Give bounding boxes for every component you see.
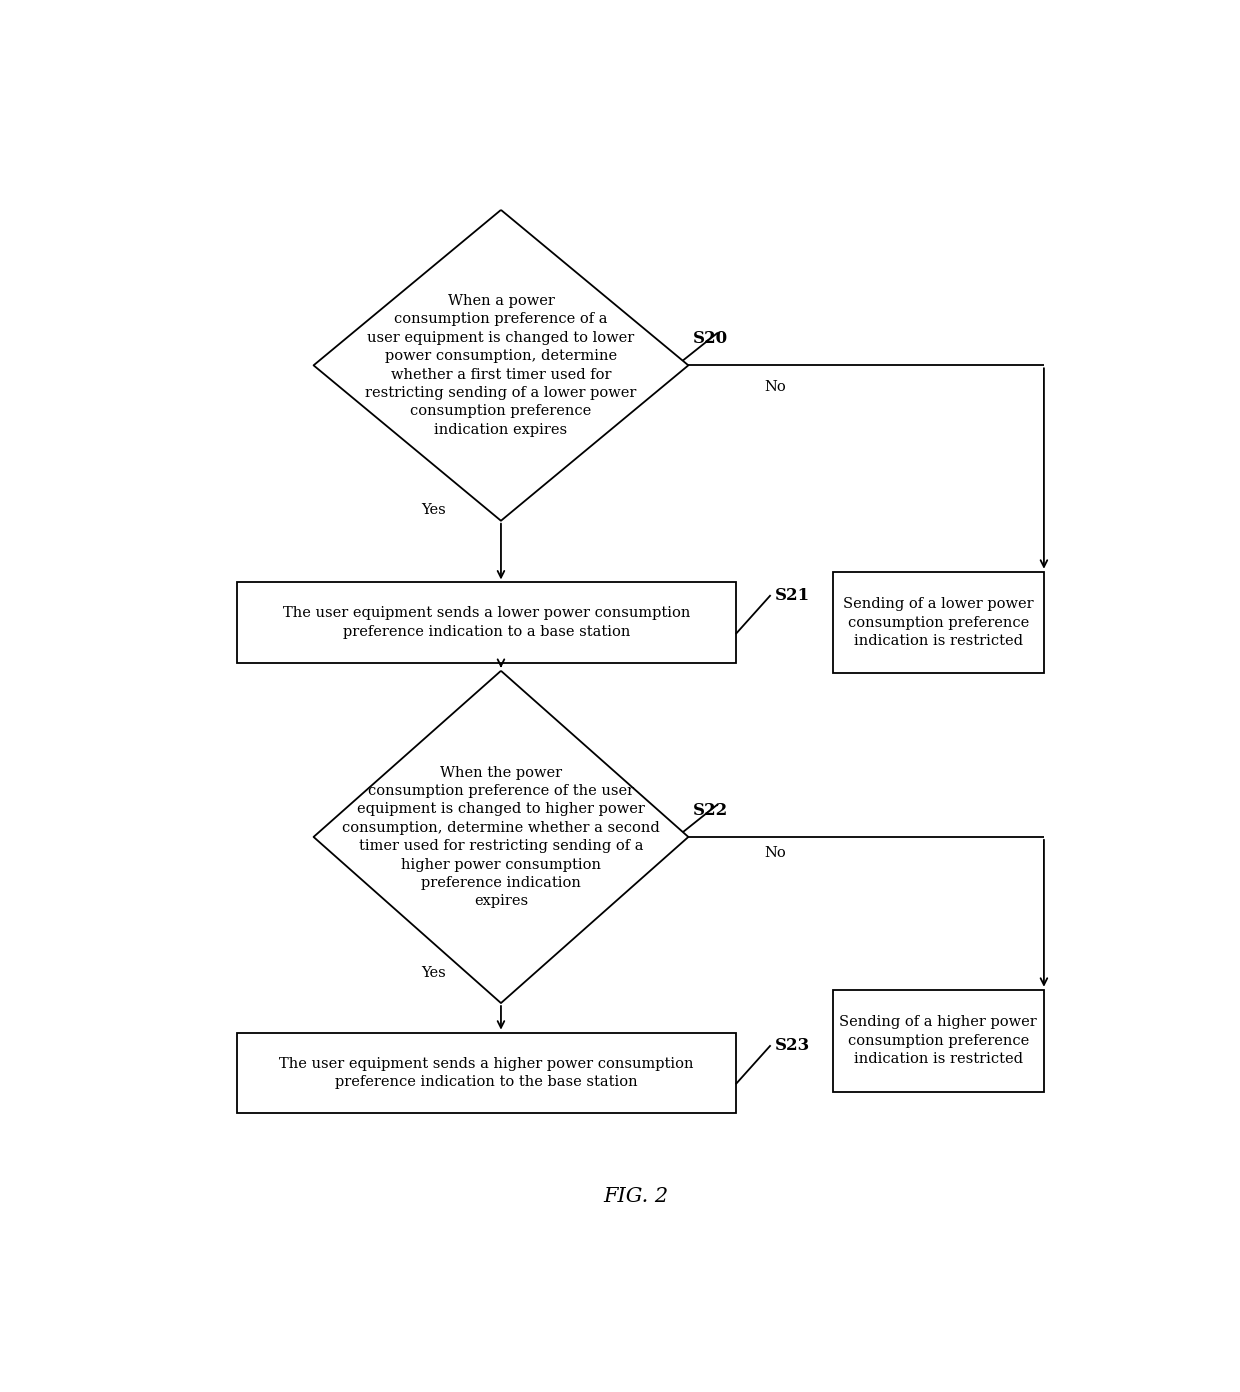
Text: FIG. 2: FIG. 2: [603, 1186, 668, 1205]
Text: No: No: [764, 380, 786, 394]
Text: When the power
consumption preference of the user
equipment is changed to higher: When the power consumption preference of…: [342, 766, 660, 909]
Bar: [832, 990, 1044, 1091]
Text: When a power
consumption preference of a
user equipment is changed to lower
powe: When a power consumption preference of a…: [366, 294, 636, 437]
Text: S21: S21: [775, 587, 810, 604]
Text: The user equipment sends a lower power consumption
preference indication to a ba: The user equipment sends a lower power c…: [283, 607, 691, 639]
Text: Sending of a lower power
consumption preference
indication is restricted: Sending of a lower power consumption pre…: [843, 597, 1033, 647]
Text: Yes: Yes: [422, 966, 446, 980]
Text: S22: S22: [693, 802, 728, 818]
Bar: [237, 1033, 737, 1114]
Text: S23: S23: [775, 1037, 810, 1055]
Text: Yes: Yes: [422, 503, 446, 516]
Bar: [237, 582, 737, 663]
Text: No: No: [764, 846, 786, 860]
Text: S20: S20: [693, 330, 728, 347]
Text: The user equipment sends a higher power consumption
preference indication to the: The user equipment sends a higher power …: [279, 1057, 694, 1089]
Text: Sending of a higher power
consumption preference
indication is restricted: Sending of a higher power consumption pr…: [839, 1015, 1037, 1066]
Bar: [832, 572, 1044, 674]
